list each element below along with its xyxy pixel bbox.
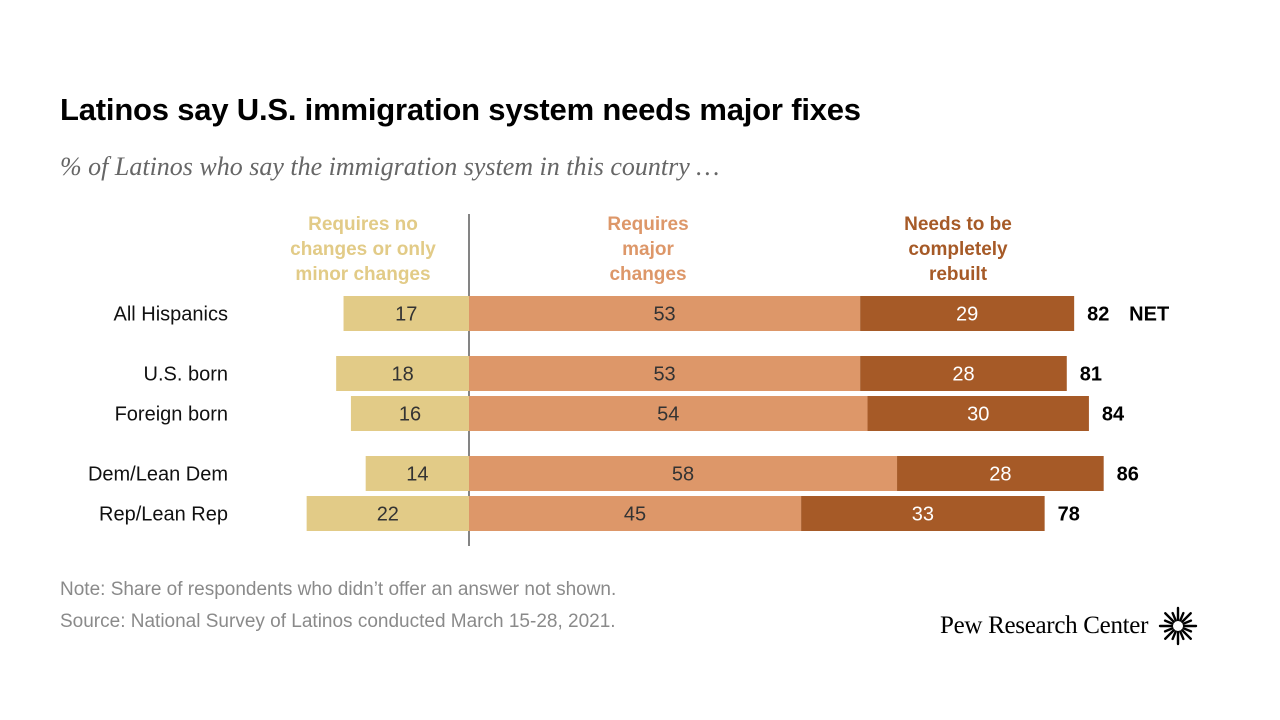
sunburst-ray (1181, 629, 1193, 640)
value-label-completely-rebuilt: 29 (956, 304, 978, 326)
bar-major-changes (469, 456, 898, 491)
bar-minor-changes (336, 356, 469, 391)
brand: Pew Research Center (940, 606, 1198, 646)
bar-completely-rebuilt (867, 396, 1089, 431)
value-label-minor-changes: 16 (399, 404, 421, 426)
value-label-completely-rebuilt: 28 (952, 364, 974, 386)
brand-name: Pew Research Center (940, 612, 1149, 639)
net-value-label: 78 (1058, 504, 1080, 526)
bar-minor-changes (350, 396, 469, 431)
value-label-minor-changes: 18 (391, 364, 413, 386)
value-label-completely-rebuilt: 33 (912, 504, 934, 526)
series-header-2-line-1: completely (908, 239, 1008, 260)
value-label-major-changes: 53 (653, 304, 675, 326)
value-label-major-changes: 54 (657, 404, 679, 426)
pew-sunburst-icon (1158, 606, 1198, 646)
net-value-label: 86 (1117, 464, 1139, 486)
net-value-label: 82 (1087, 304, 1109, 326)
bar-major-changes (469, 356, 861, 391)
chart-note: Note: Share of respondents who didn’t of… (60, 579, 617, 600)
series-header-1-line-1: major (622, 239, 674, 260)
sunburst-ray (1179, 611, 1185, 622)
series-header-0-line-1: changes or only (290, 239, 436, 260)
category-label: All Hispanics (114, 304, 228, 326)
sunburst-ray (1182, 627, 1193, 633)
bar-completely-rebuilt (897, 456, 1104, 491)
chart-source: Source: National Survey of Latinos condu… (60, 611, 616, 632)
category-label: Rep/Lean Rep (99, 504, 228, 526)
series-header-0-line-0: Requires no (308, 214, 418, 235)
sunburst-ray (1179, 630, 1185, 641)
value-label-minor-changes: 22 (377, 504, 399, 526)
net-label: NET (1129, 304, 1169, 326)
series-header-2-line-2: rebuilt (929, 264, 988, 285)
bar-completely-rebuilt (801, 496, 1045, 531)
sunburst-ray (1181, 612, 1193, 623)
net-value-label: 84 (1102, 404, 1125, 426)
value-label-completely-rebuilt: 30 (967, 404, 989, 426)
bar-major-changes (469, 296, 861, 331)
sunburst-ray (1171, 611, 1178, 622)
series-header-1-line-0: Requires (607, 214, 688, 235)
sunburst-ray (1164, 629, 1176, 640)
chart-title: Latinos say U.S. immigration system need… (60, 92, 861, 127)
bar-completely-rebuilt (860, 356, 1067, 391)
chart-subtitle: % of Latinos who say the immigration sys… (60, 152, 720, 181)
bar-major-changes (469, 496, 802, 531)
value-label-major-changes: 53 (653, 364, 675, 386)
net-value-label: 81 (1080, 364, 1102, 386)
sunburst-ray (1164, 612, 1176, 623)
value-label-minor-changes: 17 (395, 304, 417, 326)
category-label: U.S. born (144, 364, 228, 386)
category-label: Foreign born (115, 404, 228, 426)
sunburst-ray (1182, 619, 1193, 625)
series-header-1-line-2: changes (609, 264, 686, 285)
value-label-minor-changes: 14 (406, 464, 428, 486)
stacked-bar-chart: Requires no changes or only minor changes R… (88, 214, 1169, 546)
value-label-major-changes: 45 (624, 504, 646, 526)
value-label-completely-rebuilt: 28 (989, 464, 1011, 486)
bar-minor-changes (343, 296, 469, 331)
sunburst-ray (1163, 627, 1174, 633)
series-header-2-line-0: Needs to be (904, 214, 1012, 235)
value-label-major-changes: 58 (672, 464, 694, 486)
sunburst-ray (1163, 619, 1174, 625)
series-header-0-line-2: minor changes (295, 264, 430, 285)
bar-minor-changes (306, 496, 469, 531)
category-label: Dem/Lean Dem (88, 464, 228, 486)
bar-minor-changes (365, 456, 469, 491)
sunburst-ray (1171, 630, 1178, 641)
bar-completely-rebuilt (860, 296, 1075, 331)
bar-major-changes (469, 396, 868, 431)
